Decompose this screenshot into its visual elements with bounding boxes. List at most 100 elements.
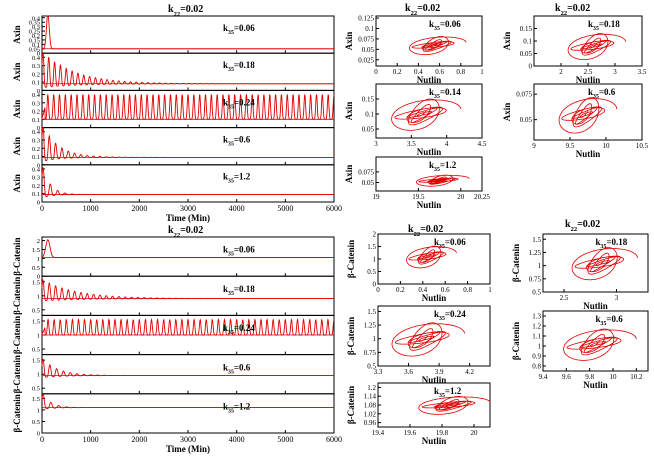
axin-phase-xtick-label: 3 (374, 140, 378, 148)
axin-phase-ytick-label: 0.1 (365, 111, 374, 119)
catenin-time-ylabel: β-Catenin (12, 237, 22, 275)
catenin-phase-xtick-label: 3.3 (374, 368, 383, 376)
catenin-phase-ytick-label: 0.75 (529, 275, 542, 283)
catenin-phase-xtick-label: 10 (610, 373, 618, 381)
catenin-time-ytick-label: 1 (37, 372, 40, 379)
catenin-phase-ytick-label: 1.2 (367, 384, 376, 392)
catenin-phase-title: k22=0.02 (408, 224, 443, 238)
axin-time-xtick-label: 4000 (229, 204, 245, 213)
catenin-phase-ytick-label: 0.8 (532, 363, 541, 371)
axin-time-xtick-label: 5000 (277, 204, 293, 213)
axin-time-xtick-label: 1000 (83, 204, 99, 213)
catenin-time-ytick-label: 0.5 (32, 386, 40, 393)
catenin-phase-ytick-label: 1 (373, 256, 377, 264)
axin-phase-series-label: k35=1.2 (429, 160, 457, 173)
axin-time-ytick-label: 0.3 (32, 175, 40, 182)
catenin-phase-series-label: k35=1.2 (434, 386, 462, 399)
catenin-time-ytick-label: 2 (37, 238, 40, 245)
axin-time-ytick-label: 0 (37, 200, 40, 207)
axin-time-ytick-label: 0.3 (32, 63, 40, 70)
catenin-time-ytick-label: 0 (37, 431, 40, 438)
catenin-phase-trajectory (418, 395, 490, 415)
axin-phase-ytick-label: 0 (529, 63, 533, 71)
axin-phase-trajectory (558, 97, 618, 134)
catenin-time-chart: 0 0.5 1 1.5 2 k35=0.06 β-Catenin 0.5 1 1.5 k35=0.1… (12, 225, 342, 454)
axin-time-series-label: k35=0.24 (223, 97, 255, 110)
axin-time-ytick-label: 0.2 (32, 183, 40, 190)
catenin-phase-xtick-label: 19.4 (372, 429, 385, 437)
axin-time-ytick-label: 0.4 (32, 166, 41, 173)
axin-time-ylabel: Axin (12, 174, 22, 193)
catenin-time-title: k22=0.02 (168, 225, 203, 239)
catenin-phase-ytick-label: 1.25 (364, 322, 377, 330)
axin-time-ytick-label: 0.4 (32, 129, 41, 136)
catenin-phase-ytick-label: 0.75 (364, 349, 377, 357)
axin-phase-xtick-label: 0.6 (435, 68, 444, 76)
axin-phase-ytick-label: 0.15 (362, 96, 375, 104)
catenin-phase-panel-2: 3.3 3.6 3.9 4.2 0.5 0.75 1 1.25 1.5 k35=0.24 Nutli… (346, 305, 491, 385)
axin-phase-xtick-label: 3.5 (407, 140, 416, 148)
catenin-time-xlabel: Time (Min) (166, 444, 210, 454)
catenin-phase-xtick-label: 0 (376, 286, 380, 294)
axin-phase-trajectory (409, 36, 467, 55)
catenin-time-ytick-label: 0.5 (32, 265, 40, 272)
axin-phase-xlabel: Nutlin (576, 149, 601, 159)
catenin-phase-xtick-label: 4.2 (465, 368, 474, 376)
axin-phase-trajectory (567, 33, 627, 60)
axin-phase-xtick-label: 20 (457, 193, 465, 201)
axin-phase-ylabel: Axin (344, 32, 354, 51)
catenin-phase-ytick-label: 1 (538, 262, 542, 270)
catenin-phase-ylabel: β-Catenin (511, 322, 521, 360)
catenin-time-ylabel: β-Catenin (12, 394, 22, 432)
axin-phase-panel-0: 0 0.2 0.4 0.6 0.8 1 0.025 0.05 0.075 0.1 0.125 k35=… (344, 15, 484, 85)
catenin-phase-trajectory (571, 247, 638, 281)
catenin-phase-ytick-label: 1 (538, 343, 542, 351)
catenin-time-xtick-label: 3000 (180, 435, 196, 444)
axin-phase-ytick-label: 0.05 (520, 50, 533, 58)
axin-time-series-line (42, 15, 334, 50)
axin-phase-series-label: k35=0.18 (588, 19, 620, 32)
axin-time-ytick-label: 0.3 (32, 100, 40, 107)
catenin-time-panel-frame (41, 354, 335, 395)
axin-phase-xtick-label: 0.8 (456, 68, 465, 76)
axin-phase-xtick-label: 9.5 (566, 142, 575, 150)
catenin-time-ytick-label: 1.5 (32, 279, 40, 286)
catenin-phase-trajectory (406, 245, 457, 269)
axin-time-ytick-label: 0 (37, 125, 40, 132)
catenin-time-ytick-label: 1.5 (32, 396, 40, 403)
catenin-phase-series-label: k35=0.6 (596, 314, 624, 327)
axin-time-panel-frame (41, 15, 335, 54)
axin-phase-xlabel: Nutlin (417, 75, 442, 85)
catenin-phase-xlabel: Nutlin (583, 380, 608, 390)
catenin-phase-xlabel: Nutlin (422, 436, 447, 446)
axin-phase-panel-frame (375, 156, 483, 192)
catenin-time-ylabel: β-Catenin (12, 355, 22, 393)
axin-phase-xtick-label: 4.5 (478, 140, 487, 148)
catenin-phase-panel-frame (542, 233, 649, 293)
axin-phase-panel-frame (375, 15, 483, 67)
axin-phase-xtick-label: 2.5 (584, 68, 593, 76)
catenin-phase-ytick-label: 0.5 (367, 363, 376, 371)
axin-phase-trajectory (415, 174, 470, 187)
catenin-phase-ylabel: β-Catenin (346, 317, 356, 355)
axin-time-ytick-label: 0.1 (32, 80, 40, 87)
catenin-time-ytick-label: 0 (37, 274, 40, 281)
axin-phase-xtick-label: 3.5 (638, 68, 647, 76)
catenin-phase-ylabel: β-Catenin (346, 240, 356, 278)
catenin-time-xtick-label: 6000 (326, 435, 342, 444)
axin-phase-ytick-label: 0.075 (358, 35, 374, 43)
catenin-time-series-line (41, 239, 334, 258)
axin-time-ytick-label: 0.35 (29, 20, 40, 27)
catenin-phase-ytick-label: 1.3 (532, 313, 541, 321)
catenin-phase-panel-1: 2.5 3 0.5 0.75 1 1.25 1.5 k35=0.18 Nutlin β-Caten… (511, 233, 649, 311)
axin-phase-ylabel: Axin (344, 165, 354, 184)
axin-phase-xtick-label: 19 (373, 193, 381, 201)
catenin-time-series-line (41, 318, 335, 336)
catenin-phase-xtick-label: 10.2 (630, 373, 643, 381)
catenin-phase-xtick-label: 3.6 (404, 368, 413, 376)
axin-time-ytick-label: 0.05 (29, 46, 40, 53)
catenin-phase-xtick-label: 0.2 (396, 286, 405, 294)
catenin-phase-panel-frame (377, 305, 491, 367)
